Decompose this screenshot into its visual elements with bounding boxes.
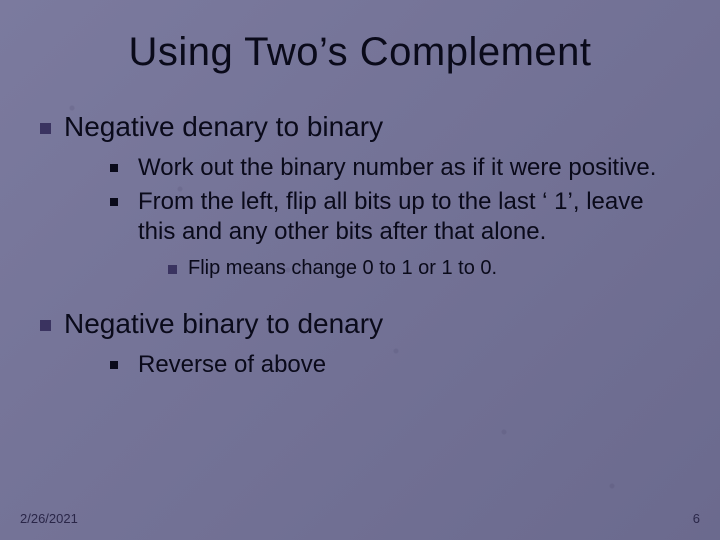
list-item: Reverse of above <box>110 350 680 380</box>
section-2-list: Reverse of above <box>40 350 680 380</box>
section-1-heading: Negative denary to binary <box>40 111 680 143</box>
section-2-heading: Negative binary to denary <box>40 308 680 340</box>
footer: 2/26/2021 6 <box>20 511 700 526</box>
section-1: Negative denary to binary Work out the b… <box>40 111 680 280</box>
footer-date: 2/26/2021 <box>20 511 78 526</box>
section-2: Negative binary to denary Reverse of abo… <box>40 308 680 380</box>
list-item: From the left, flip all bits up to the l… <box>110 187 680 247</box>
list-item: Work out the binary number as if it were… <box>110 153 680 183</box>
section-1-sublist: Flip means change 0 to 1 or 1 to 0. <box>40 257 680 280</box>
section-1-list: Work out the binary number as if it were… <box>40 153 680 247</box>
slide-title: Using Two’s Complement <box>40 30 680 75</box>
slide: Using Two’s Complement Negative denary t… <box>0 0 720 540</box>
list-item: Flip means change 0 to 1 or 1 to 0. <box>168 257 680 280</box>
footer-page-number: 6 <box>693 511 700 526</box>
